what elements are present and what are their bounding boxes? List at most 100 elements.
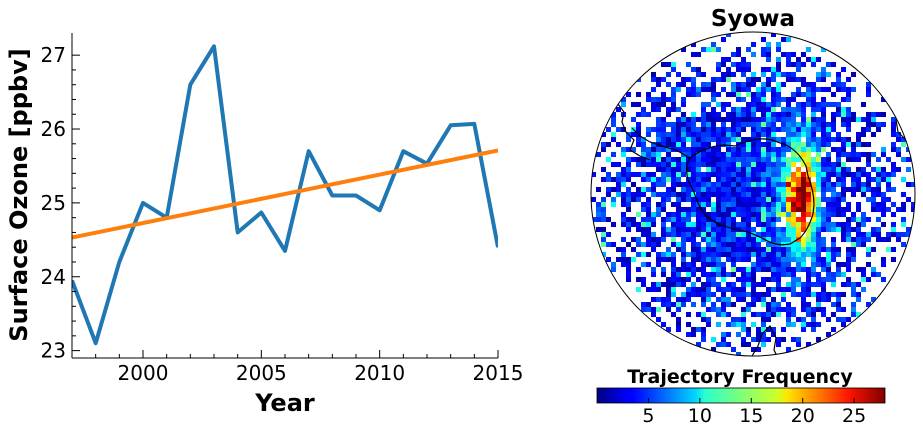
heat-cell bbox=[826, 197, 831, 202]
heat-cell bbox=[906, 232, 911, 237]
heat-cell bbox=[846, 107, 851, 112]
heat-cell bbox=[741, 247, 746, 252]
heat-cell bbox=[806, 132, 811, 137]
heat-cell bbox=[731, 197, 736, 202]
heat-cell bbox=[706, 297, 711, 302]
heat-cell bbox=[811, 222, 816, 227]
heat-cell bbox=[746, 232, 751, 237]
heat-cell bbox=[676, 157, 681, 162]
heat-cell bbox=[806, 267, 811, 272]
heat-cell bbox=[691, 292, 696, 297]
heat-cell bbox=[851, 72, 856, 77]
heat-cell bbox=[771, 157, 776, 162]
heat-cell bbox=[841, 112, 846, 117]
colorbar-tick-label: 10 bbox=[688, 405, 712, 427]
heat-cell bbox=[726, 237, 731, 242]
heat-cell bbox=[731, 62, 736, 67]
heat-cell bbox=[606, 217, 611, 222]
heat-cell bbox=[856, 217, 861, 222]
heat-cell bbox=[796, 157, 801, 162]
heat-cell bbox=[831, 272, 836, 277]
heat-cell bbox=[691, 287, 696, 292]
heat-cell bbox=[816, 167, 821, 172]
heat-cell bbox=[706, 132, 711, 137]
heat-cell bbox=[671, 257, 676, 262]
heat-cell bbox=[816, 252, 821, 257]
heat-cell bbox=[911, 202, 915, 207]
heat-cell bbox=[786, 257, 791, 262]
heat-cell bbox=[701, 187, 706, 192]
heat-cell bbox=[766, 107, 771, 112]
heat-cell bbox=[681, 82, 686, 87]
heat-cell bbox=[626, 257, 631, 262]
heat-cell bbox=[606, 257, 611, 262]
heat-cell bbox=[701, 212, 706, 217]
heat-cell bbox=[751, 337, 756, 342]
heat-cell bbox=[641, 137, 646, 142]
heat-cell bbox=[761, 192, 766, 197]
heat-cell bbox=[701, 127, 706, 132]
heat-cell bbox=[621, 147, 626, 152]
heat-cell bbox=[741, 167, 746, 172]
heat-cell bbox=[621, 237, 626, 242]
heat-cell bbox=[661, 62, 666, 67]
heat-cell bbox=[621, 182, 626, 187]
heat-cell bbox=[771, 217, 776, 222]
heat-cell bbox=[841, 167, 846, 172]
heat-cell bbox=[761, 172, 766, 177]
heat-cell bbox=[836, 197, 841, 202]
heat-cell bbox=[736, 67, 741, 72]
heat-cell bbox=[791, 107, 796, 112]
heat-cell bbox=[876, 127, 881, 132]
heat-cell bbox=[651, 102, 656, 107]
heat-cell bbox=[811, 92, 816, 97]
heat-cell bbox=[841, 317, 846, 322]
heat-cell bbox=[821, 97, 826, 102]
heat-cell bbox=[701, 217, 706, 222]
heat-cell bbox=[841, 162, 846, 167]
heat-cell bbox=[806, 282, 811, 287]
heat-cell bbox=[776, 147, 781, 152]
heat-cell bbox=[891, 117, 896, 122]
heat-cell bbox=[676, 322, 681, 327]
heat-cell bbox=[811, 312, 816, 317]
heat-cell bbox=[901, 192, 906, 197]
heat-cell bbox=[666, 137, 671, 142]
heat-cell bbox=[741, 152, 746, 157]
heat-cell bbox=[681, 267, 686, 272]
heat-cell bbox=[716, 162, 721, 167]
heat-cell bbox=[781, 152, 786, 157]
heat-cell bbox=[751, 282, 756, 287]
heat-cell bbox=[831, 102, 836, 107]
heat-cell bbox=[731, 182, 736, 187]
heat-cell bbox=[741, 297, 746, 302]
heat-cell bbox=[736, 292, 741, 297]
heat-cell bbox=[866, 87, 871, 92]
heat-cell bbox=[881, 147, 886, 152]
heat-cell bbox=[871, 207, 876, 212]
heat-cell bbox=[831, 222, 836, 227]
heat-cell bbox=[646, 197, 651, 202]
heat-cell bbox=[751, 197, 756, 202]
heat-cell bbox=[796, 257, 801, 262]
heat-cell bbox=[716, 307, 721, 312]
heat-cell bbox=[751, 97, 756, 102]
heat-cell bbox=[836, 82, 841, 87]
heat-cell bbox=[671, 227, 676, 232]
heat-cell bbox=[711, 97, 716, 102]
heat-cell bbox=[701, 152, 706, 157]
heat-cell bbox=[656, 102, 661, 107]
heat-cell bbox=[711, 47, 716, 52]
heat-cell bbox=[646, 287, 651, 292]
heat-cell bbox=[856, 267, 861, 272]
heat-cell bbox=[746, 267, 751, 272]
heat-cell bbox=[676, 82, 681, 87]
heat-cell bbox=[871, 272, 876, 277]
heat-cell bbox=[766, 262, 771, 267]
heat-cell bbox=[626, 167, 631, 172]
heat-cell bbox=[596, 227, 601, 232]
heat-cell bbox=[856, 227, 861, 232]
heat-cell bbox=[706, 137, 711, 142]
heat-cell bbox=[766, 247, 771, 252]
